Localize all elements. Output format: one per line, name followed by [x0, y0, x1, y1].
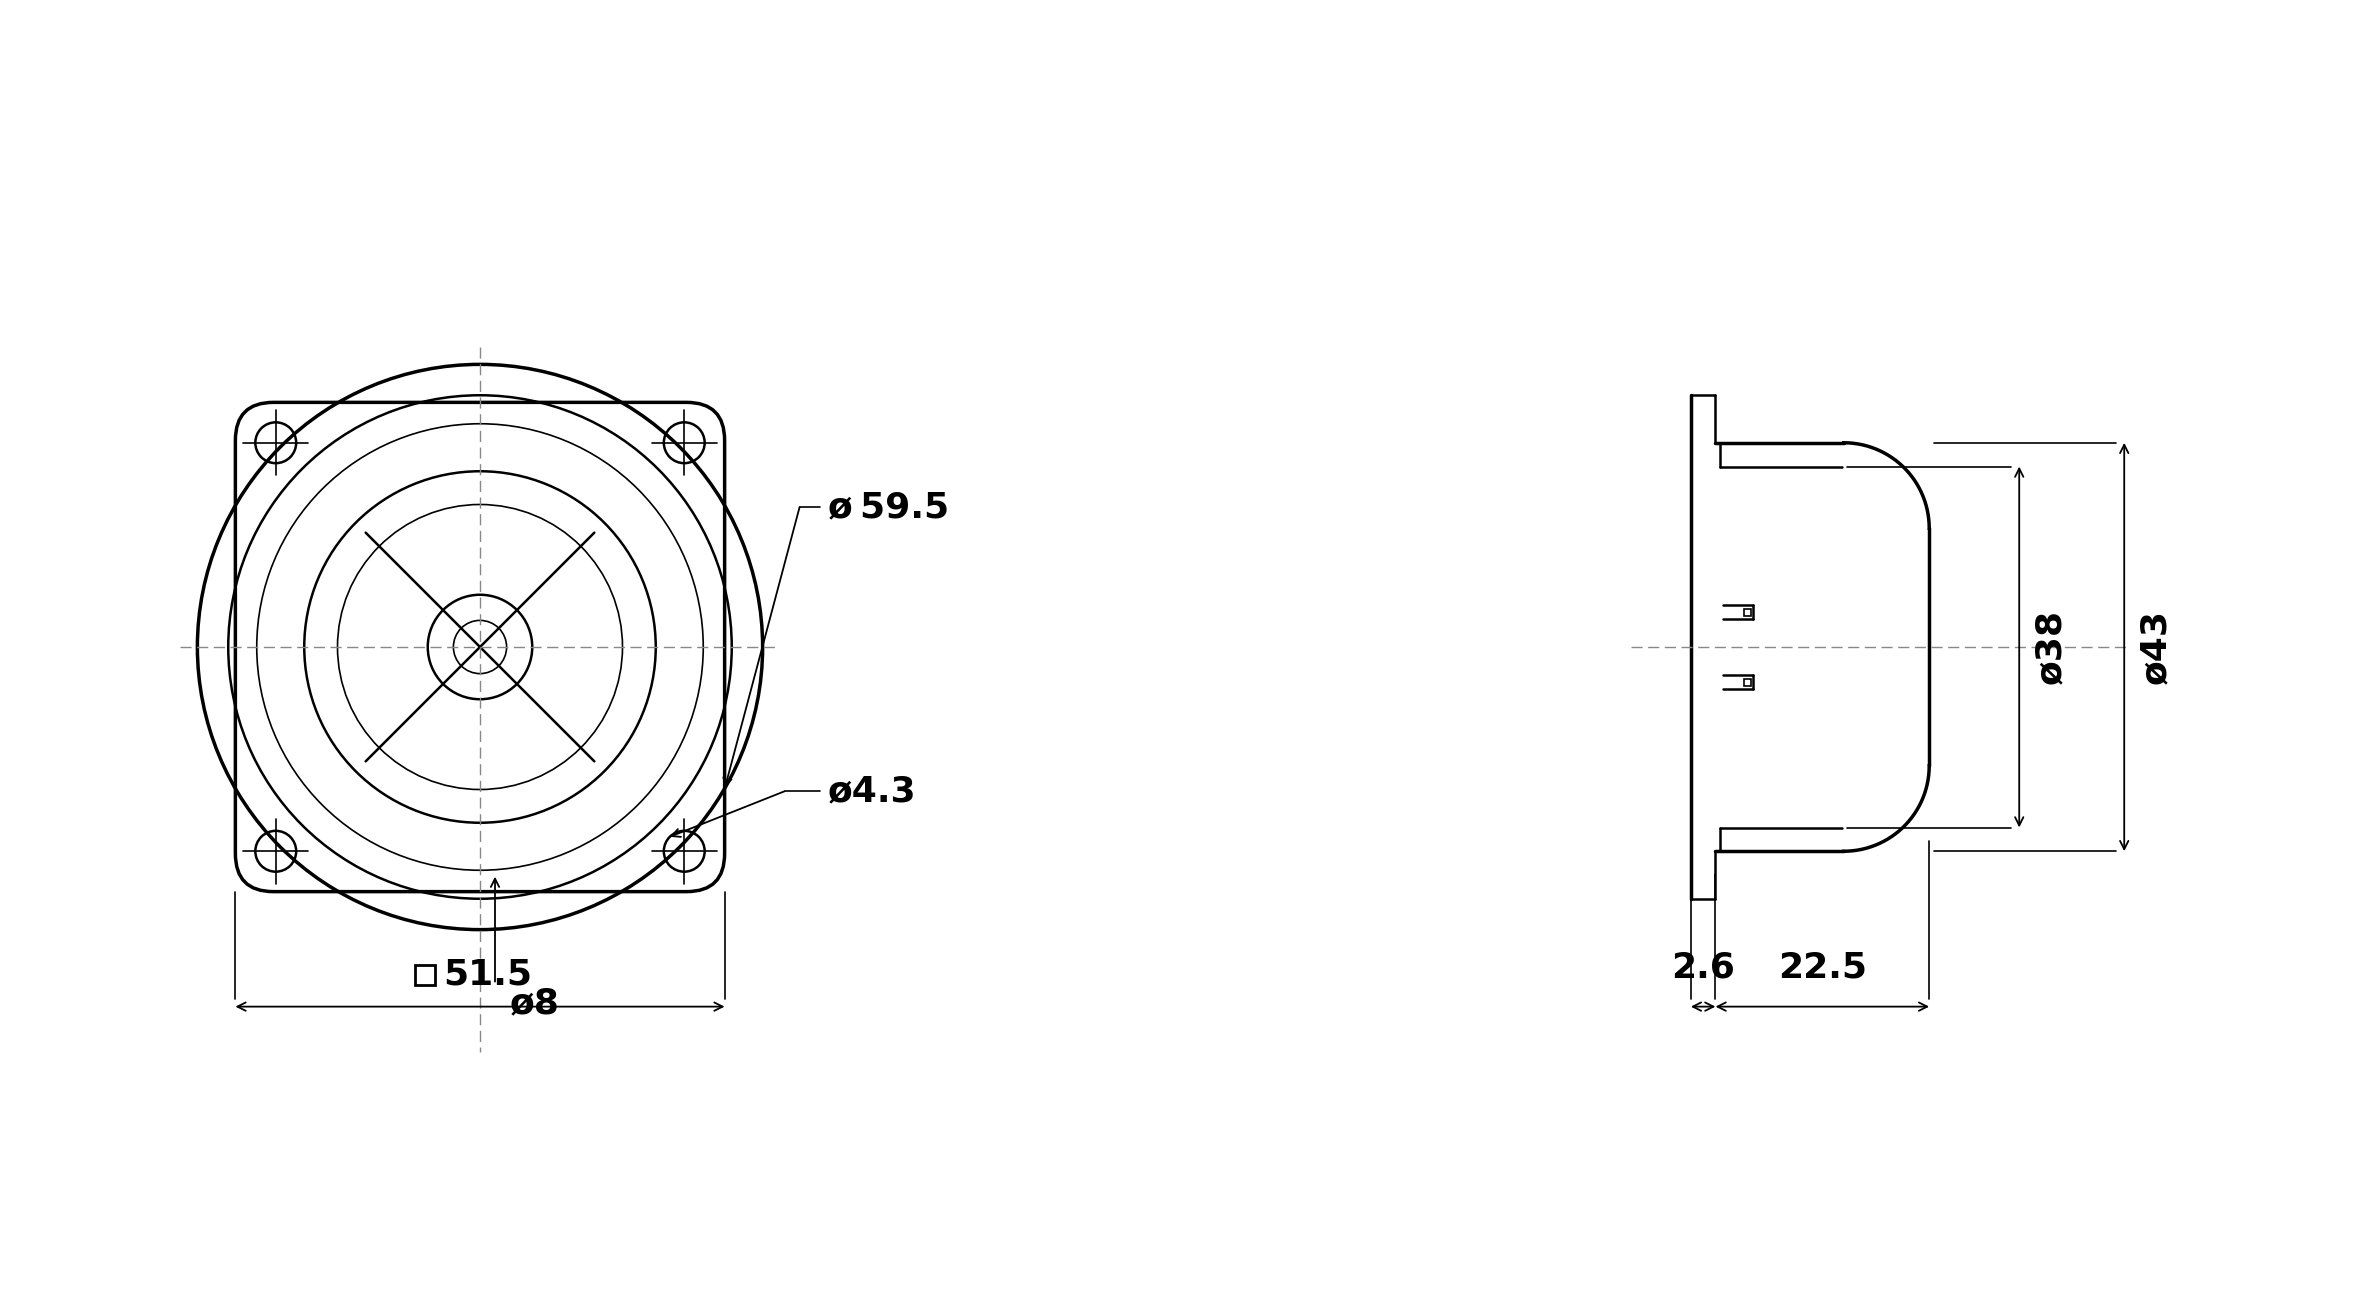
Bar [1745, 678, 1752, 686]
Bar [1745, 608, 1752, 616]
Text: ø43: ø43 [2139, 610, 2172, 685]
Text: ø8: ø8 [510, 987, 560, 1021]
Text: 22.5: 22.5 [1778, 951, 1866, 984]
Text: 51.5: 51.5 [444, 957, 532, 992]
Text: 2.6: 2.6 [1671, 951, 1735, 984]
Text: ø38: ø38 [2032, 610, 2068, 685]
Bar [415, 965, 434, 984]
Text: ø 59.5: ø 59.5 [829, 490, 950, 524]
Text: ø4.3: ø4.3 [829, 774, 916, 808]
